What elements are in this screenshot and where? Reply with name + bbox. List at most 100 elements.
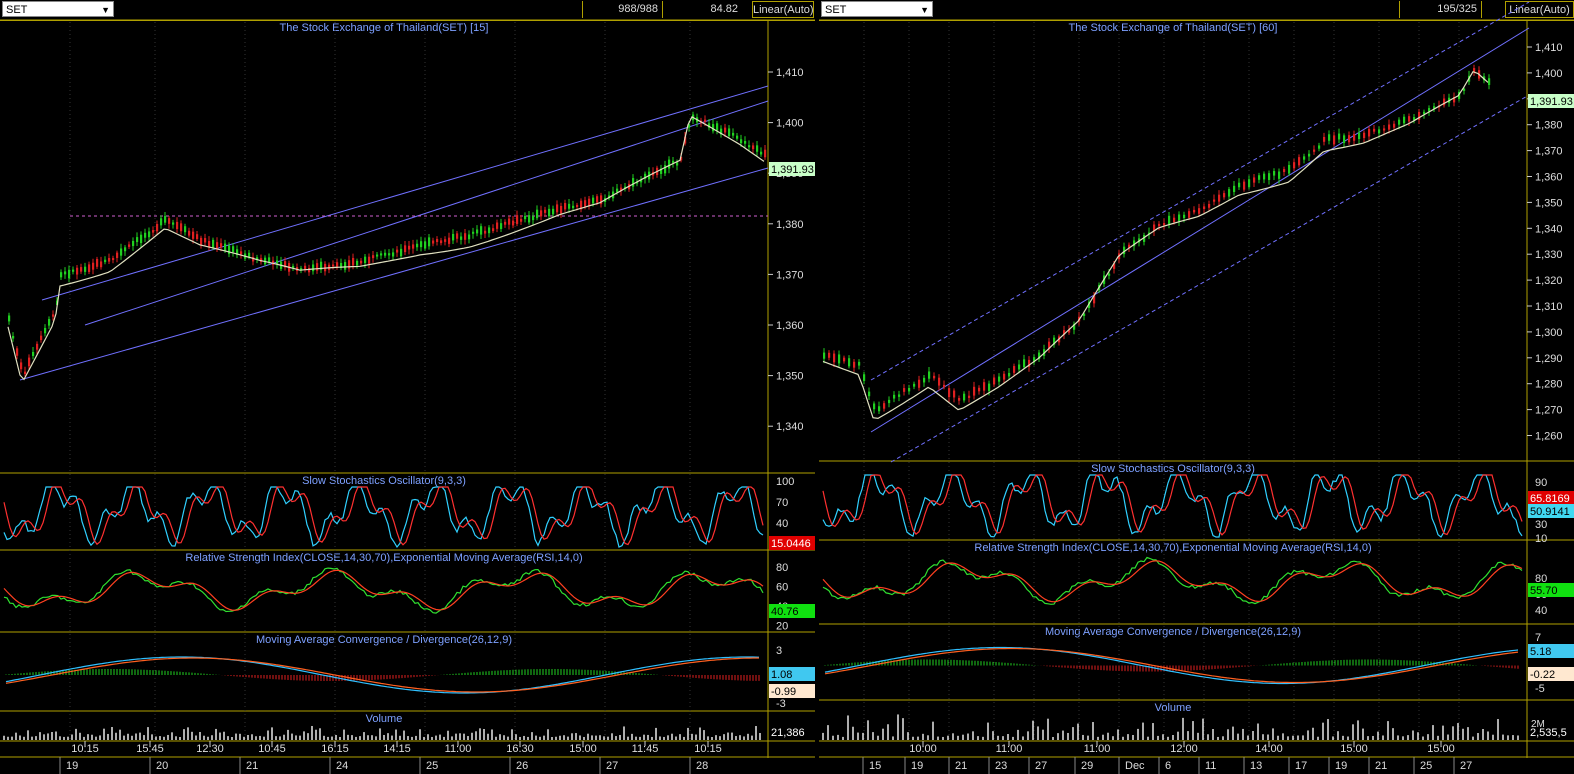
candle-body	[76, 267, 79, 275]
candle-body	[600, 195, 603, 205]
candle-body	[1198, 208, 1201, 214]
candle-body	[532, 216, 535, 221]
candle-body	[893, 394, 896, 399]
candle-body	[156, 224, 159, 232]
candle-body	[488, 227, 491, 234]
left-chart-canvas[interactable]: The Stock Exchange of Thailand(SET) [15]…	[0, 0, 815, 774]
candle-body	[472, 231, 475, 234]
candle-body	[252, 257, 255, 262]
candle-body	[24, 371, 27, 374]
candle-body	[504, 221, 507, 225]
candle-body	[1418, 111, 1421, 120]
candle-body	[1408, 116, 1411, 122]
date-tick-label: 28	[696, 760, 708, 772]
candle-body	[392, 252, 395, 257]
candle-body	[680, 156, 683, 161]
candle-body	[1488, 78, 1491, 85]
candle-body	[380, 253, 383, 256]
moving-average-line	[7, 115, 765, 381]
left-chart-panel[interactable]: SET ▼ 988/988 84.82 Linear(Auto) The Stoc…	[0, 0, 815, 774]
macd-tick-label: -5	[1535, 683, 1545, 695]
price-tick-label: 1,340	[776, 421, 804, 433]
candle-body	[1063, 330, 1066, 335]
candle-body	[8, 315, 11, 322]
candle-body	[1298, 157, 1301, 166]
candle-body	[1318, 145, 1321, 149]
candle-body	[748, 145, 751, 148]
candle-body	[1443, 98, 1446, 106]
candle-body	[1048, 341, 1051, 349]
candle-body	[412, 244, 415, 249]
candle-body	[232, 246, 235, 253]
candle-body	[760, 151, 763, 155]
left-scale-button[interactable]: Linear(Auto)	[752, 1, 814, 18]
candle-body	[108, 257, 111, 262]
candle-body	[1153, 224, 1156, 232]
candle-body	[1323, 136, 1326, 142]
candle-body	[843, 357, 846, 362]
right-chart-panel[interactable]: SET▼ 195/325 5.62 M Linear(Auto) The Sto…	[819, 0, 1574, 774]
time-tick-label: 10:00	[909, 743, 937, 755]
candle-body	[823, 352, 826, 359]
pane-title: The Stock Exchange of Thailand(SET) [15]	[280, 22, 489, 34]
candle-body	[878, 406, 881, 412]
candle-body	[500, 223, 503, 230]
candle-body	[376, 254, 379, 257]
pane-title: The Stock Exchange of Thailand(SET) [60]	[1069, 22, 1278, 34]
candle-body	[1398, 119, 1401, 125]
time-tick-label: 12:30	[196, 743, 224, 755]
candle-body	[903, 388, 906, 392]
candle-body	[136, 237, 139, 243]
indicator-value-badge	[1528, 491, 1574, 505]
time-tick-label: 10:45	[258, 743, 286, 755]
chevron-down-icon[interactable]: ▼	[101, 5, 110, 15]
date-tick-label: 25	[426, 760, 438, 772]
candle-body	[100, 261, 103, 268]
candle-body	[1233, 185, 1236, 192]
oscillator-signal-line	[3, 486, 764, 546]
left-symbol-select[interactable]: SET ▼	[2, 1, 114, 17]
candle-body	[1353, 134, 1356, 141]
candle-body	[828, 352, 831, 358]
candle-body	[404, 245, 407, 253]
candle-body	[632, 178, 635, 187]
candle-body	[938, 377, 941, 386]
left-toolbar: SET ▼ 988/988 84.82 Linear(Auto)	[0, 0, 815, 21]
candle-body	[432, 240, 435, 244]
date-tick-label: 19	[1335, 760, 1347, 772]
trend-channel-line	[19, 167, 769, 381]
candle-body	[192, 231, 195, 239]
right-symbol-select[interactable]: SET ▼	[821, 1, 933, 17]
trend-channel-line	[870, 27, 1530, 433]
candle-body	[564, 203, 567, 210]
trend-channel-line	[84, 100, 769, 326]
candle-body	[588, 198, 591, 207]
candle-body	[668, 159, 671, 169]
candle-body	[1128, 244, 1131, 249]
right-scale-button[interactable]: Linear(Auto)	[1505, 1, 1574, 18]
candle-body	[1218, 194, 1221, 202]
chevron-down-icon[interactable]: ▼	[920, 5, 929, 15]
candle-body	[958, 398, 961, 401]
candle-body	[1083, 313, 1086, 316]
candle-body	[312, 264, 315, 272]
trend-channel-line	[890, 94, 1530, 463]
candle-body	[676, 162, 679, 166]
candle-body	[552, 208, 555, 215]
time-tick-label: 10:15	[694, 743, 722, 755]
candle-body	[44, 327, 47, 334]
candle-body	[963, 393, 966, 401]
candle-body	[148, 231, 151, 238]
price-tick-label: 1,360	[776, 320, 804, 332]
date-tick-label: 19	[911, 760, 923, 772]
date-tick-label: 24	[336, 760, 348, 772]
candle-body	[96, 258, 99, 267]
macd-line	[824, 646, 1519, 685]
pane-title: Volume	[366, 713, 403, 725]
left-last-value: 84.82	[662, 1, 742, 18]
right-chart-canvas[interactable]: The Stock Exchange of Thailand(SET) [60]…	[819, 0, 1574, 774]
time-tick-label: 16:15	[321, 743, 349, 755]
candle-body	[580, 200, 583, 210]
candle-body	[68, 269, 71, 279]
candle-body	[848, 358, 851, 367]
